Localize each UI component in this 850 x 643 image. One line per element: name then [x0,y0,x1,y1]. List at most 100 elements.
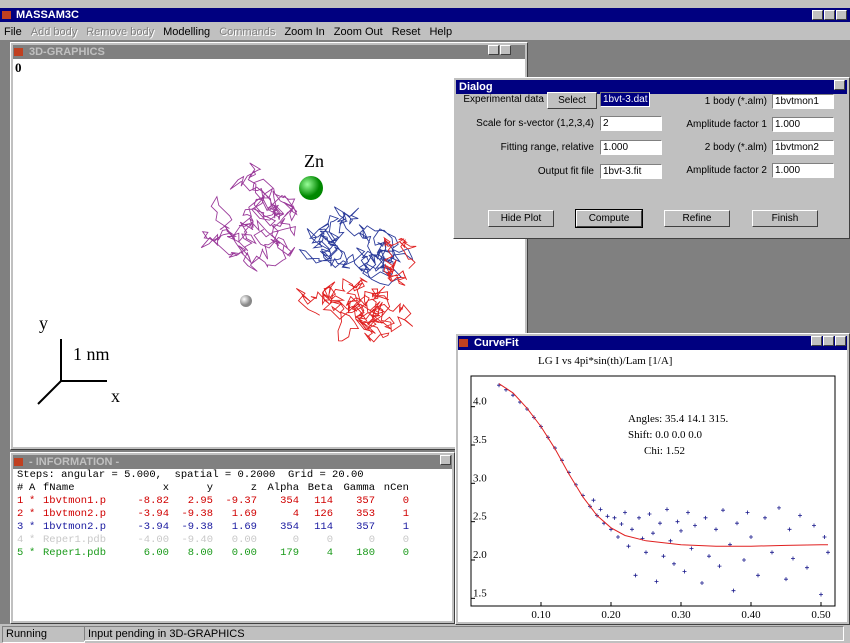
table-cell: -3.94 [125,508,169,521]
menu-item[interactable]: Modelling [163,26,210,38]
table-cell: 0 [333,534,375,547]
text-field[interactable]: 1bvtmon2 [772,140,834,155]
table-cell: Reper1.pdb [43,534,125,547]
data-point [627,544,631,548]
menu-item[interactable]: Zoom In [284,26,324,38]
table-cell: 1 [375,521,409,534]
table-cell: 4 [257,508,299,521]
x-tick-label: 0.50 [811,609,831,621]
info-title-bar: - INFORMATION - [13,455,452,469]
data-point [746,510,750,514]
data-point [707,554,711,558]
field-label: Fitting range, relative [454,142,594,153]
data-point [700,581,704,585]
data-point [620,522,624,526]
table-cell: 354 [257,495,299,508]
data-point [630,527,634,531]
graphics-title: 3D-GRAPHICS [29,46,105,58]
data-point [637,516,641,520]
text-field[interactable]: 1bvtmon1 [772,94,834,109]
dialog-button[interactable]: Finish [752,210,818,227]
menu-item[interactable]: Commands [219,26,275,38]
text-field[interactable]: 2 [600,116,662,131]
curvefit-window: CurveFit LG I vs 4pi*sin(th)/Lam [1/A]0.… [455,333,850,625]
dialog-button[interactable]: Refine [664,210,730,227]
dialog-button[interactable]: Hide Plot [488,210,554,227]
data-point [679,529,683,533]
table-cell: 1bvtmon1.p [43,495,125,508]
info-body: Steps: angular = 5.000, spatial = 0.2000… [13,469,452,621]
backbone-trace [300,207,413,286]
table-cell: 1bvtmon2.p [43,508,125,521]
data-point [749,535,753,539]
text-field[interactable]: 1bvt-3.fit [600,164,662,179]
y-tick-label: 3.0 [473,472,487,484]
backbone-trace [296,278,413,342]
data-point [791,556,795,560]
select-button[interactable]: Select [547,92,597,109]
table-cell: 180 [333,547,375,560]
menu-item[interactable]: Help [429,26,452,38]
menu-item[interactable]: Remove body [86,26,154,38]
field-label: Amplitude factor 1 [669,119,767,130]
data-point [819,593,823,597]
info-steps: Steps: angular = 5.000, spatial = 0.2000… [17,469,364,482]
y-tick-label: 1.5 [473,587,487,599]
text-field[interactable]: 1.000 [600,140,662,155]
data-point [714,527,718,531]
table-cell: 1.69 [213,508,257,521]
menu-item[interactable]: Reset [392,26,421,38]
table-cell: 357 [333,495,375,508]
table-cell: 114 [299,495,333,508]
info-controls[interactable] [440,455,451,465]
table-cell: 0.00 [213,534,257,547]
data-point [669,539,673,543]
menu-item[interactable]: Zoom Out [334,26,383,38]
data-point [616,535,620,539]
data-point [777,506,781,510]
annotation: Shift: 0.0 0.0 0.0 [628,429,702,441]
y-tick-label: 2.5 [473,511,487,523]
curvefit-controls[interactable] [811,336,846,346]
table-cell: 8.00 [169,547,213,560]
field-label: Scale for s-vector (1,2,3,4) [454,118,594,129]
table-row: 4*Reper1.pdb-4.00-9.400.000000 [17,534,409,547]
plot-frame [471,376,835,606]
app-controls[interactable] [812,10,847,20]
x-tick-label: 0.10 [531,609,551,621]
data-point [655,579,659,583]
data-point [770,550,774,554]
data-point [735,521,739,525]
graphics-controls[interactable] [488,45,511,55]
data-point [805,566,809,570]
data-point [798,514,802,518]
dialog-button[interactable]: Compute [576,210,642,227]
backbone-trace [201,163,296,272]
table-cell: 0 [375,534,409,547]
table-cell: * [29,508,43,521]
text-field[interactable]: 1.000 [772,163,834,178]
curvefit-plot: LG I vs 4pi*sin(th)/Lam [1/A]0.100.200.3… [458,350,847,622]
dialog-close[interactable] [834,80,845,90]
menu-item[interactable]: Add body [31,26,77,38]
table-cell: 126 [299,508,333,521]
menu-bar: File Add body Remove body Modelling Commands… [4,25,461,39]
data-point [823,535,827,539]
desktop: MASSAM3C FileAdd bodyRemove bodyModellin… [0,0,850,643]
data-point [826,550,830,554]
data-point [686,510,690,514]
curvefit-title: CurveFit [474,337,519,349]
data-point [683,570,687,574]
dialog-window: Dialog Select Experimental data1bvt-3.da… [453,77,850,239]
menu-item[interactable]: File [4,26,22,38]
text-field[interactable]: 1bvt-3.dat [600,92,650,107]
table-cell: 0 [375,495,409,508]
text-field[interactable]: 1.000 [772,117,834,132]
table-cell: 4 [17,534,29,547]
info-window: - INFORMATION - Steps: angular = 5.000, … [10,452,455,624]
table-cell: y [169,482,213,495]
graphics-title-bar: 3D-GRAPHICS [13,45,525,59]
x-tick-label: 0.20 [601,609,621,621]
table-cell: * [29,547,43,560]
